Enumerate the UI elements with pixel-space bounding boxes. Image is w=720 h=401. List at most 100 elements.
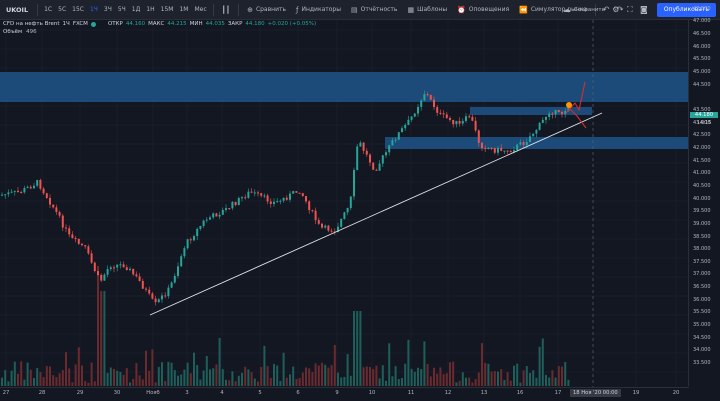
volume-bar (465, 377, 467, 386)
price-tick: 47.500 (693, 5, 711, 12)
change-value: +0.020 (+0.05%) (267, 21, 317, 27)
candle-body (90, 253, 93, 263)
timeframe-9[interactable]: 1М (179, 6, 189, 13)
price-chart[interactable] (0, 20, 689, 387)
reports-button[interactable]: ▤ Отчётность (346, 6, 403, 14)
candle-body (52, 204, 55, 208)
price-tick: 33.500 (693, 360, 711, 366)
candle-body (324, 225, 327, 228)
volume-bar (161, 362, 163, 386)
indicators-button[interactable]: ƒ Индикаторы (291, 6, 346, 14)
settings-icon[interactable]: ⚙ (612, 5, 620, 14)
candle-body (529, 136, 531, 143)
timeframe-8[interactable]: 15М (160, 6, 174, 13)
volume-bar (177, 375, 179, 386)
volume-bar (330, 365, 333, 386)
annotation-up-path (565, 81, 586, 114)
fullscreen-icon[interactable]: ⛶ (627, 4, 633, 14)
candle-body (397, 132, 400, 140)
volume-bar (522, 370, 525, 386)
replay-button[interactable]: ⏪ Симулятор рынка (514, 6, 592, 14)
volume-bar (365, 366, 368, 386)
volume-bar (429, 376, 432, 386)
volume-bar (548, 377, 551, 386)
resistance-zone-wide (0, 72, 689, 102)
undo-icon[interactable]: ↶ (602, 5, 610, 14)
candle-body (548, 113, 551, 118)
volume-bar (180, 374, 183, 386)
candle-body (538, 122, 541, 130)
volume-bar (81, 365, 83, 386)
volume-bar (113, 369, 115, 386)
redo-icon[interactable]: ↷ (616, 5, 624, 14)
volume-bar (369, 367, 371, 386)
cloud-icon[interactable]: ☁ (562, 5, 571, 14)
candle-body (509, 151, 512, 153)
volume-bar (564, 361, 567, 386)
volume-bar (538, 346, 541, 386)
candle-body (241, 197, 243, 199)
time-label: 20 (672, 390, 680, 396)
candle-body (205, 219, 208, 221)
candle-body (151, 293, 154, 299)
timeframe-6[interactable]: 1Д (131, 6, 141, 13)
volume-bar (282, 352, 285, 386)
timeframe-7[interactable]: 1Н (146, 6, 155, 13)
candle-body (426, 94, 429, 96)
candle-body (308, 201, 311, 211)
camera-icon[interactable]: ◙ (639, 5, 648, 14)
volume-bar (193, 352, 195, 386)
volume-bar (378, 378, 381, 386)
volume-bar (212, 368, 215, 386)
timeframe-0[interactable]: 1С (44, 6, 53, 13)
volume-bar (148, 370, 151, 386)
price-tick: 43.000 (693, 119, 711, 126)
publish-button[interactable]: Опубликовать (656, 2, 716, 17)
trendline[interactable] (149, 112, 603, 316)
candle-body (23, 187, 26, 193)
candle-body (375, 169, 378, 171)
volume-bar (292, 366, 295, 386)
volume-bar (289, 374, 291, 386)
timeframe-10[interactable]: Мес (194, 6, 207, 13)
symbol-legend: CFD на нефть Brent 1Ч FXCM ОТКР 44.160 МА… (3, 21, 316, 27)
timeframe-4[interactable]: 3Ч (103, 6, 112, 13)
templates-button[interactable]: ▦ Шаблоны (402, 6, 452, 14)
save-button[interactable]: Сохранить (573, 6, 605, 13)
alerts-button[interactable]: ⏰ Оповещения (452, 6, 514, 14)
candle-body (295, 191, 298, 193)
time-label: 16 (516, 390, 524, 396)
alerts-label: Оповещения (468, 6, 510, 13)
volume-bar (154, 382, 157, 386)
time-axis[interactable]: 18 Ноя '20 00:00 27 28 29 30 Нояб 3 4 5 6 9 10 11 12… (0, 387, 689, 401)
price-tick: 39.500 (693, 208, 711, 215)
candle-body (49, 197, 51, 205)
volume-bar (506, 372, 509, 386)
candle-body (84, 245, 87, 247)
volume-bar (122, 374, 125, 386)
price-axis[interactable]: 44.180 14:15 48.00047.50047.00046.50046.… (688, 6, 720, 386)
open-value: 44.160 (125, 21, 146, 27)
volume-bar (218, 337, 221, 386)
candle-body (106, 269, 109, 275)
candle-body (1, 194, 3, 196)
timeframe-1[interactable]: 5С (58, 6, 67, 13)
compare-button[interactable]: ⊕ Сравнить (242, 6, 291, 14)
candle-body (100, 274, 103, 281)
volume-bar (42, 377, 45, 386)
chart-type-button[interactable]: ┃┃ (217, 6, 235, 14)
high-key: МАКС (148, 21, 165, 27)
price-tick: 42.500 (693, 132, 711, 139)
candle-body (487, 147, 490, 150)
volume-bar (45, 366, 48, 386)
candle-body (337, 226, 339, 232)
volume-bar (449, 362, 451, 386)
timeframe-2[interactable]: 15С (72, 6, 84, 13)
timeframe-3[interactable]: 1Ч (89, 6, 98, 13)
timeframe-5[interactable]: 5Ч (117, 6, 126, 13)
volume-bar (125, 368, 128, 386)
price-tick: 46.500 (693, 31, 711, 38)
candle-body (401, 128, 403, 133)
volume-bar (250, 372, 253, 386)
symbol-search[interactable]: UKOIL (6, 5, 29, 14)
